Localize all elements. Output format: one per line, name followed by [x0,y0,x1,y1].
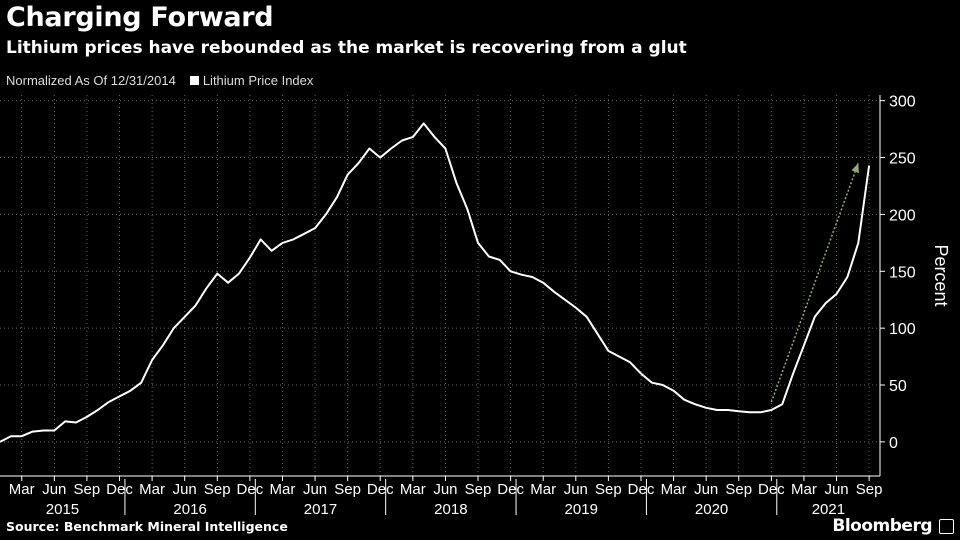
series [0,122,871,443]
year-label: 2015 [46,501,79,518]
x-tick-label: Mar [139,481,165,498]
x-tick-label: Jun [173,481,197,498]
x-tick-label: Sep [856,481,883,498]
normalization-note: Normalized As Of 12/31/2014 [6,73,176,88]
x-tick-label: Mar [270,481,296,498]
x-tick-label: Mar [9,481,35,498]
x-tick-label: Jun [303,481,327,498]
y-tick-label: 0 [889,435,898,452]
y-tick-label: 100 [889,321,916,338]
year-label: 2018 [434,501,467,518]
chart-title: Charging Forward [6,2,274,33]
x-tick-label: Sep [74,481,101,498]
grid [0,95,880,476]
x-tick-label: Mar [661,481,687,498]
x-tick-label: Mar [400,481,426,498]
legend: Normalized As Of 12/31/2014 Lithium Pric… [6,73,313,88]
bloomberg-icon [939,519,954,534]
x-tick-label: Jun [824,481,848,498]
legend-label: Lithium Price Index [202,73,314,88]
series-line-lithium [0,122,871,443]
x-tick-label: Dec [106,481,133,498]
trend-arrow-head [851,163,859,174]
bloomberg-logo: Bloomberg [832,516,932,536]
x-tick-label: Mar [530,481,556,498]
year-label: 2021 [812,501,845,518]
x-tick-label: Jun [564,481,588,498]
y-tick-label: 50 [889,378,907,395]
year-label: 2020 [695,501,728,518]
x-tick-label: Dec [497,481,524,498]
trend-arrow [770,162,859,403]
x-tick-label: Dec [628,481,655,498]
x-tick-label: Dec [367,481,394,498]
year-label: 2019 [565,501,598,518]
axes [0,95,885,515]
x-tick-label: Jun [433,481,457,498]
y-tick-label: 250 [889,151,916,168]
x-tick-label: Dec [237,481,264,498]
chart-subtitle: Lithium prices have rebounded as the mar… [6,38,687,58]
annotations [770,162,859,403]
x-tick-label: Dec [758,481,785,498]
y-tick-label: 200 [889,207,916,224]
x-tick-label: Sep [595,481,622,498]
y-tick-label: 150 [889,264,916,281]
x-tick-label: Sep [465,481,492,498]
legend-item-lithium: Lithium Price Index [189,73,314,88]
x-tick-label: Sep [204,481,231,498]
y-tick-label: 300 [889,94,916,111]
source-note: Source: Benchmark Mineral Intelligence [6,519,288,534]
x-tick-label: Sep [334,481,361,498]
y-axis-label: Percent [931,244,951,306]
year-label: 2016 [173,501,206,518]
x-tick-label: Jun [42,481,66,498]
year-label: 2017 [304,501,337,518]
x-tick-label: Sep [725,481,752,498]
x-tick-label: Mar [791,481,817,498]
x-tick-label: Jun [694,481,718,498]
legend-swatch [189,76,199,85]
tick-labels: 0 50 100 150 200 250 300 Mar Jun Sep Dec Mar Jun Sep D… [9,94,951,518]
